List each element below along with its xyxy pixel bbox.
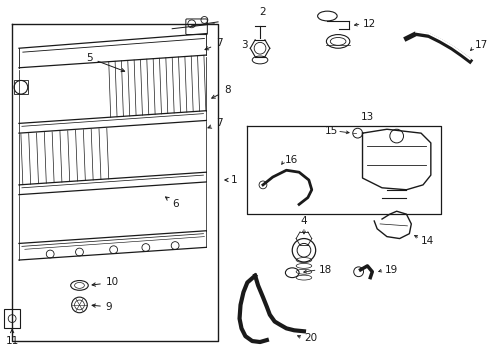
Text: 6: 6 xyxy=(165,197,179,210)
Text: 17: 17 xyxy=(474,40,487,50)
Text: 3: 3 xyxy=(240,40,247,50)
Text: 7: 7 xyxy=(207,118,222,129)
Text: 12: 12 xyxy=(362,19,375,29)
Text: 9: 9 xyxy=(92,302,112,312)
Text: 11: 11 xyxy=(5,329,19,346)
Text: 19: 19 xyxy=(384,265,397,275)
Bar xyxy=(14,80,28,94)
Text: 5: 5 xyxy=(86,53,124,72)
Text: 4: 4 xyxy=(300,216,306,226)
Text: 7: 7 xyxy=(204,39,222,50)
Text: 10: 10 xyxy=(92,278,119,288)
Text: 2: 2 xyxy=(259,7,266,17)
Text: 18: 18 xyxy=(318,265,331,275)
Text: 13: 13 xyxy=(360,112,373,122)
Text: 20: 20 xyxy=(304,333,316,343)
Bar xyxy=(4,309,20,328)
Text: 1: 1 xyxy=(230,175,237,185)
Text: 15: 15 xyxy=(324,126,337,136)
Text: 16: 16 xyxy=(284,156,297,166)
Text: 8: 8 xyxy=(211,85,230,98)
Text: 14: 14 xyxy=(420,235,433,246)
